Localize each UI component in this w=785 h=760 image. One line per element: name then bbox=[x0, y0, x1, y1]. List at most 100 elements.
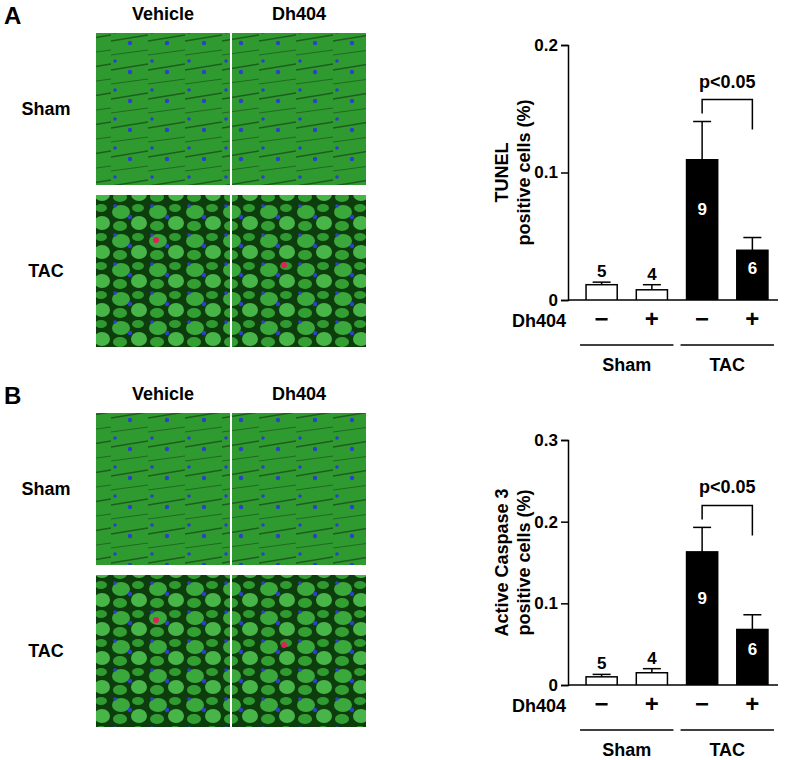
y-axis-title: Active Caspase 3positive cells (%) bbox=[492, 488, 534, 636]
n-label: 6 bbox=[748, 640, 757, 659]
x-tick-label: − bbox=[595, 305, 609, 332]
tick-label: 0.2 bbox=[534, 36, 558, 55]
significance-bracket bbox=[702, 505, 752, 535]
image-column-label: Dh404 bbox=[272, 4, 326, 24]
error-bar-cap bbox=[593, 674, 611, 676]
axis-line bbox=[561, 441, 569, 686]
significance-bracket bbox=[702, 100, 752, 130]
y-axis-title-line: positive cells (%) bbox=[514, 489, 534, 635]
n-label: 4 bbox=[647, 265, 657, 284]
x-tick-label: − bbox=[595, 690, 609, 717]
x-tick-label: + bbox=[645, 690, 659, 717]
group-line bbox=[580, 344, 673, 346]
image-column-label: Vehicle bbox=[132, 384, 194, 404]
error-bar bbox=[593, 674, 611, 676]
y-axis-title-line: Active Caspase 3 bbox=[492, 488, 512, 636]
error-bar bbox=[643, 285, 661, 290]
bar bbox=[737, 629, 768, 685]
tick-mark bbox=[561, 300, 568, 302]
n-label: 5 bbox=[597, 262, 606, 281]
significance-label: p<0.05 bbox=[699, 477, 756, 497]
micrograph bbox=[232, 195, 366, 347]
panel: BVehicleDh404ShamTAC bbox=[4, 382, 366, 727]
tick-mark bbox=[561, 685, 568, 687]
error-bar bbox=[743, 615, 761, 630]
error-bar-cap bbox=[643, 284, 661, 286]
bar bbox=[586, 285, 617, 300]
micrograph bbox=[232, 575, 366, 727]
error-bar bbox=[593, 282, 611, 285]
tick: 0 bbox=[549, 291, 568, 310]
micrograph bbox=[96, 413, 230, 565]
micrograph bbox=[232, 413, 366, 565]
bar bbox=[636, 290, 667, 300]
error-bar-cap bbox=[743, 237, 761, 239]
tick-label: 0.1 bbox=[534, 163, 558, 182]
bar bbox=[737, 250, 768, 300]
bar bbox=[687, 552, 718, 685]
error-bar-stem bbox=[651, 285, 653, 290]
error-bar-cap bbox=[593, 281, 611, 283]
group-line bbox=[681, 729, 774, 731]
n-label: 9 bbox=[697, 200, 706, 219]
tick-label: 0.3 bbox=[534, 431, 558, 450]
x-tick-label: − bbox=[695, 690, 709, 717]
panel: AVehicleDh404ShamTAC bbox=[4, 2, 366, 347]
group-label: Sham bbox=[602, 740, 651, 760]
error-bar-stem bbox=[701, 527, 703, 552]
error-bar-cap bbox=[693, 527, 711, 529]
n-label: 9 bbox=[697, 589, 706, 608]
micrograph-spot bbox=[153, 617, 159, 623]
tick: 0.1 bbox=[534, 594, 568, 613]
image-row-label: TAC bbox=[28, 641, 64, 661]
micrograph bbox=[232, 33, 366, 185]
tick: 0 bbox=[549, 676, 568, 695]
panel-label: B bbox=[4, 382, 21, 409]
error-bar-stem bbox=[752, 238, 754, 251]
bar bbox=[636, 673, 667, 685]
bar bbox=[586, 677, 617, 685]
micrograph-spot bbox=[281, 642, 287, 648]
tick-mark bbox=[561, 172, 568, 174]
error-bar bbox=[743, 238, 761, 251]
micrograph-spot bbox=[153, 237, 159, 243]
error-bar-cap bbox=[743, 614, 761, 616]
image-column-label: Dh404 bbox=[272, 384, 326, 404]
axis-line bbox=[561, 46, 569, 301]
x-tick-label: + bbox=[745, 305, 759, 332]
group-label: TAC bbox=[709, 740, 745, 760]
bar-chart: 00.10.2TUNELpositive cells (%)5496Dh404−… bbox=[492, 36, 778, 375]
panel-label: A bbox=[4, 2, 21, 29]
n-label: 4 bbox=[647, 649, 657, 668]
significance-label: p<0.05 bbox=[699, 72, 756, 92]
y-axis: 0 0.1 0.2 bbox=[534, 36, 568, 310]
x-tick-label: − bbox=[695, 305, 709, 332]
tick-label: 0.2 bbox=[534, 513, 558, 532]
tick-label: 0 bbox=[549, 291, 558, 310]
image-column-label: Vehicle bbox=[132, 4, 194, 24]
x-tick-label: + bbox=[745, 690, 759, 717]
x-tick-label: + bbox=[645, 305, 659, 332]
error-bar bbox=[693, 527, 711, 552]
tick-label: 0 bbox=[549, 676, 558, 695]
micrograph bbox=[96, 33, 230, 185]
error-bar-cap bbox=[643, 668, 661, 670]
figure: A Vehicle Dh404 Sham TAC B Vehicle Dh404 Sham TAC… bbox=[0, 0, 785, 760]
tick: 0.1 bbox=[534, 163, 568, 182]
bar-chart: 0 0.1 0.2 0.3 Active Caspase 3positive cells… bbox=[492, 431, 778, 760]
y-axis-title-line: TUNEL bbox=[492, 143, 512, 203]
tick-mark bbox=[561, 603, 568, 605]
error-bar-stem bbox=[701, 122, 703, 160]
group-line bbox=[580, 729, 673, 731]
tick-label: 0.1 bbox=[534, 594, 558, 613]
x-axis-title: Dh404 bbox=[512, 696, 566, 716]
y-axis: 0 0.1 0.2 0.3 bbox=[534, 431, 568, 695]
y-axis-title-line: positive cells (%) bbox=[514, 99, 534, 245]
tick: 0.3 bbox=[534, 431, 568, 450]
error-bar bbox=[643, 669, 661, 673]
group-label: TAC bbox=[709, 355, 745, 375]
micrograph bbox=[96, 195, 230, 347]
bar bbox=[687, 160, 718, 300]
micrograph-spot bbox=[281, 262, 287, 268]
group-label: Sham bbox=[602, 355, 651, 375]
